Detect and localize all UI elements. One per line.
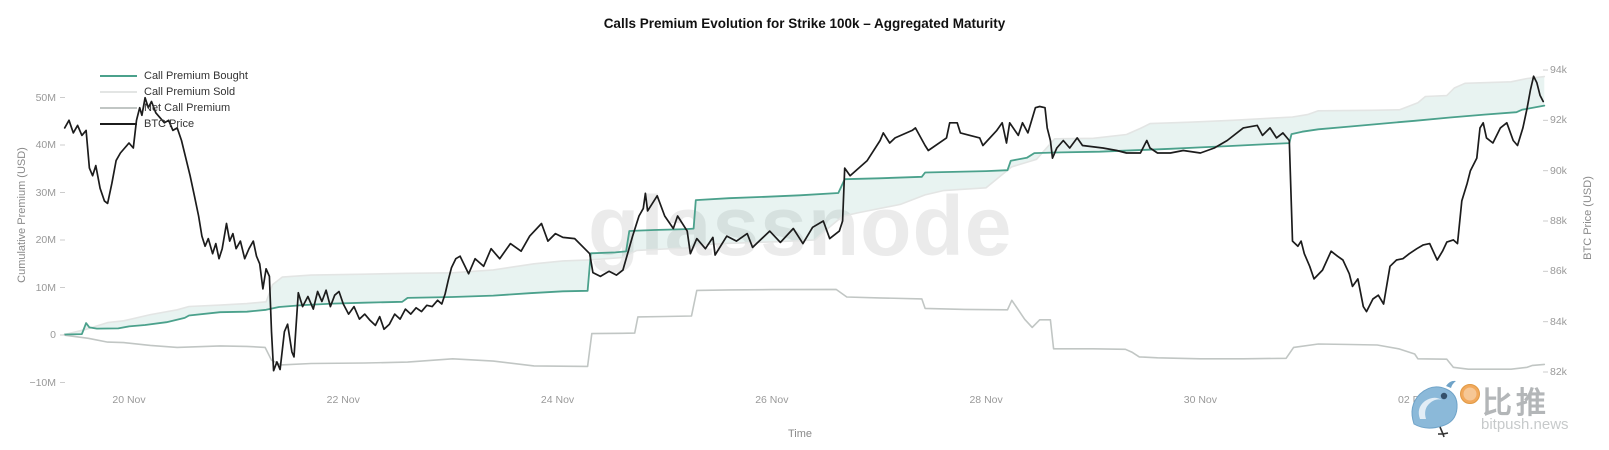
bitpush-domain-label: bitpush.news [1481, 416, 1569, 433]
legend-swatch-icon [100, 91, 137, 93]
x-tick-26-Nov: 26 Nov [755, 394, 789, 406]
bitpush-bird-icon [1411, 380, 1480, 438]
y-right-tick-84k: 84k [1550, 315, 1567, 328]
legend-swatch-icon [100, 75, 137, 77]
bitpush-logo: 比推 bitpush.news [1400, 372, 1590, 444]
y-left-tick-0: 0 [50, 329, 56, 341]
y-right-tick-88k: 88k [1550, 214, 1567, 227]
y-right-tick-94k: 94k [1550, 63, 1567, 76]
legend-swatch-icon [100, 107, 137, 109]
legend-item-call-premium-bought[interactable]: Call Premium Bought [100, 68, 248, 84]
legend-label: Net Call Premium [144, 102, 231, 114]
x-tick-20-Nov: 20 Nov [112, 394, 146, 406]
premium-fill-band [64, 76, 1545, 335]
x-tick-30-Nov: 30 Nov [1183, 394, 1218, 406]
legend-swatch-icon [100, 123, 137, 125]
series-line-net-call-premium [63, 288, 1546, 371]
y-left-tick-−10M: −10M [29, 376, 56, 389]
legend-item-call-premium-sold[interactable]: Call Premium Sold [100, 84, 248, 100]
x-axis-title: Time [787, 428, 813, 440]
legend-label: BTC Price [144, 118, 195, 130]
y-right-tick-92k: 92k [1550, 114, 1567, 127]
x-tick-22-Nov: 22 Nov [326, 394, 360, 406]
y-left-tick-40M: 40M [35, 139, 56, 151]
x-tick-24-Nov: 24 Nov [540, 394, 575, 406]
right-axis-title: BTC Price (USD) [1582, 176, 1594, 260]
y-left-tick-10M: 10M [35, 281, 56, 294]
y-left-tick-50M: 50M [35, 91, 56, 104]
legend-item-btc-price[interactable]: BTC Price [100, 116, 248, 132]
legend-item-net-call-premium[interactable]: Net Call Premium [100, 100, 248, 116]
legend-label: Call Premium Bought [144, 70, 248, 82]
y-right-tick-82k: 82k [1550, 366, 1567, 378]
series-line-btc-price [63, 75, 1545, 372]
y-right-tick-90k: 90k [1550, 164, 1567, 177]
left-axis-title: Cumulative Premium (USD) [16, 147, 28, 283]
bitpush-cn-label: 比推 [1482, 387, 1550, 420]
legend-label: Call Premium Sold [144, 86, 236, 98]
y-left-tick-20M: 20M [35, 234, 56, 246]
legend: Call Premium Bought Call Premium Sold Net … [100, 68, 248, 132]
y-left-tick-30M: 30M [35, 186, 56, 199]
x-tick-28-Nov: 28 Nov [969, 394, 1003, 406]
y-right-tick-86k: 86k [1550, 265, 1567, 278]
chart-title: Calls Premium Evolution for Strike 100k … [603, 16, 1006, 31]
